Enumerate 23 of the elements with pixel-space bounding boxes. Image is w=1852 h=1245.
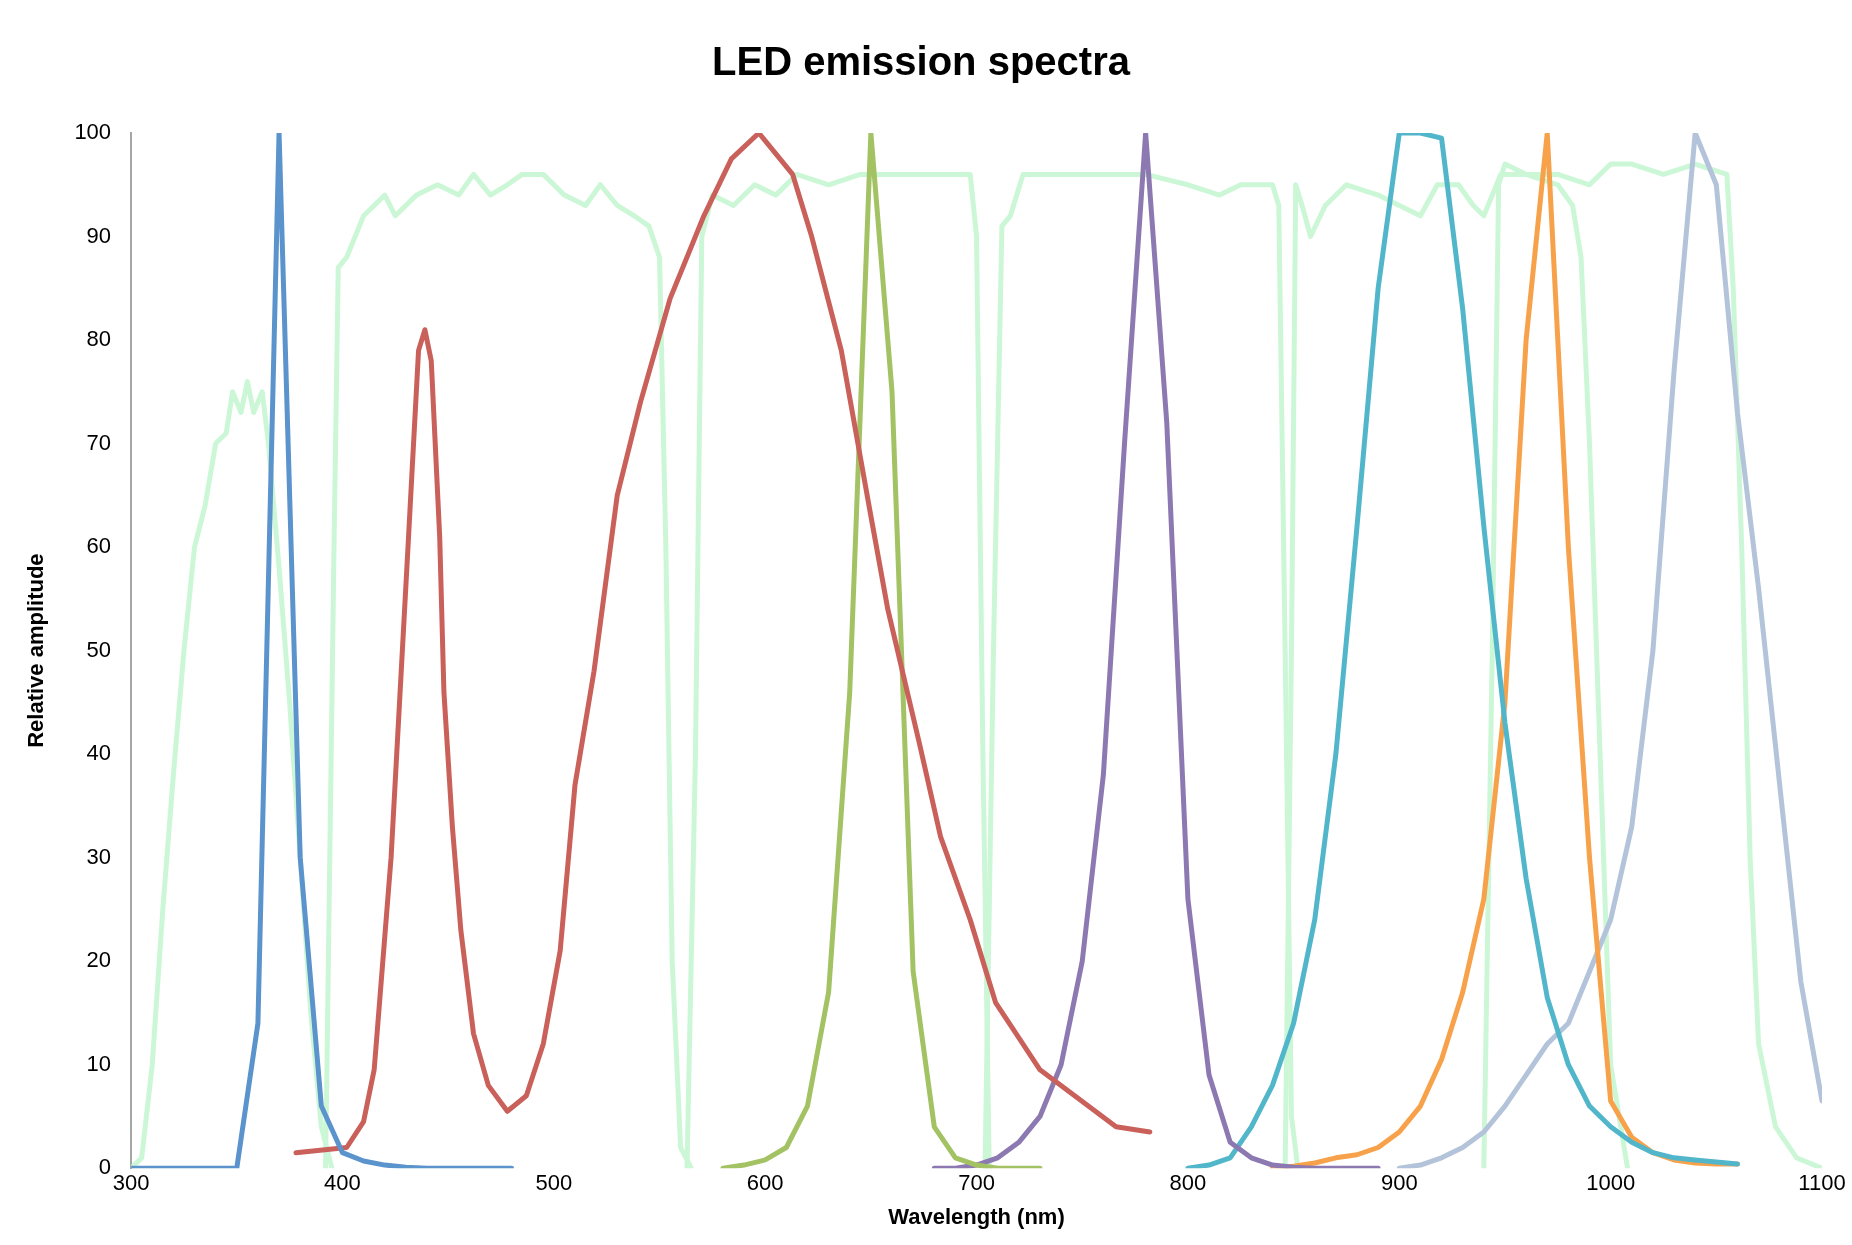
x-tick-label: 300 — [112, 1170, 150, 1196]
x-tick-label: 400 — [324, 1170, 361, 1196]
y-tick-label: 20 — [86, 947, 112, 973]
y-tick-label: 60 — [86, 533, 112, 559]
y-tick-label: 0 — [98, 1154, 112, 1180]
y-tick-label: 30 — [86, 843, 112, 869]
y-tick-label: 40 — [86, 740, 112, 766]
x-tick-label: 500 — [535, 1170, 573, 1196]
y-tick-label: 70 — [86, 429, 112, 455]
y-tick-label: 100 — [74, 119, 112, 145]
x-tick-label: 800 — [1169, 1170, 1207, 1196]
y-tick-label: 90 — [86, 222, 112, 248]
x-tick-label: 700 — [958, 1170, 995, 1196]
y-axis-title: Relative amplitude — [23, 553, 49, 748]
x-tick-label: 600 — [746, 1170, 784, 1196]
x-tick-label: 900 — [1380, 1170, 1418, 1196]
y-tick-label: 80 — [86, 326, 112, 352]
x-tick-label: 1100 — [1798, 1170, 1846, 1196]
y-tick-label: 50 — [86, 636, 112, 662]
chart-title: LED emission spectra — [712, 39, 1131, 84]
x-tick-label: 1000 — [1586, 1170, 1636, 1196]
y-tick-label: 10 — [86, 1050, 112, 1076]
x-axis-title: Wavelength (nm) — [888, 1203, 1065, 1229]
